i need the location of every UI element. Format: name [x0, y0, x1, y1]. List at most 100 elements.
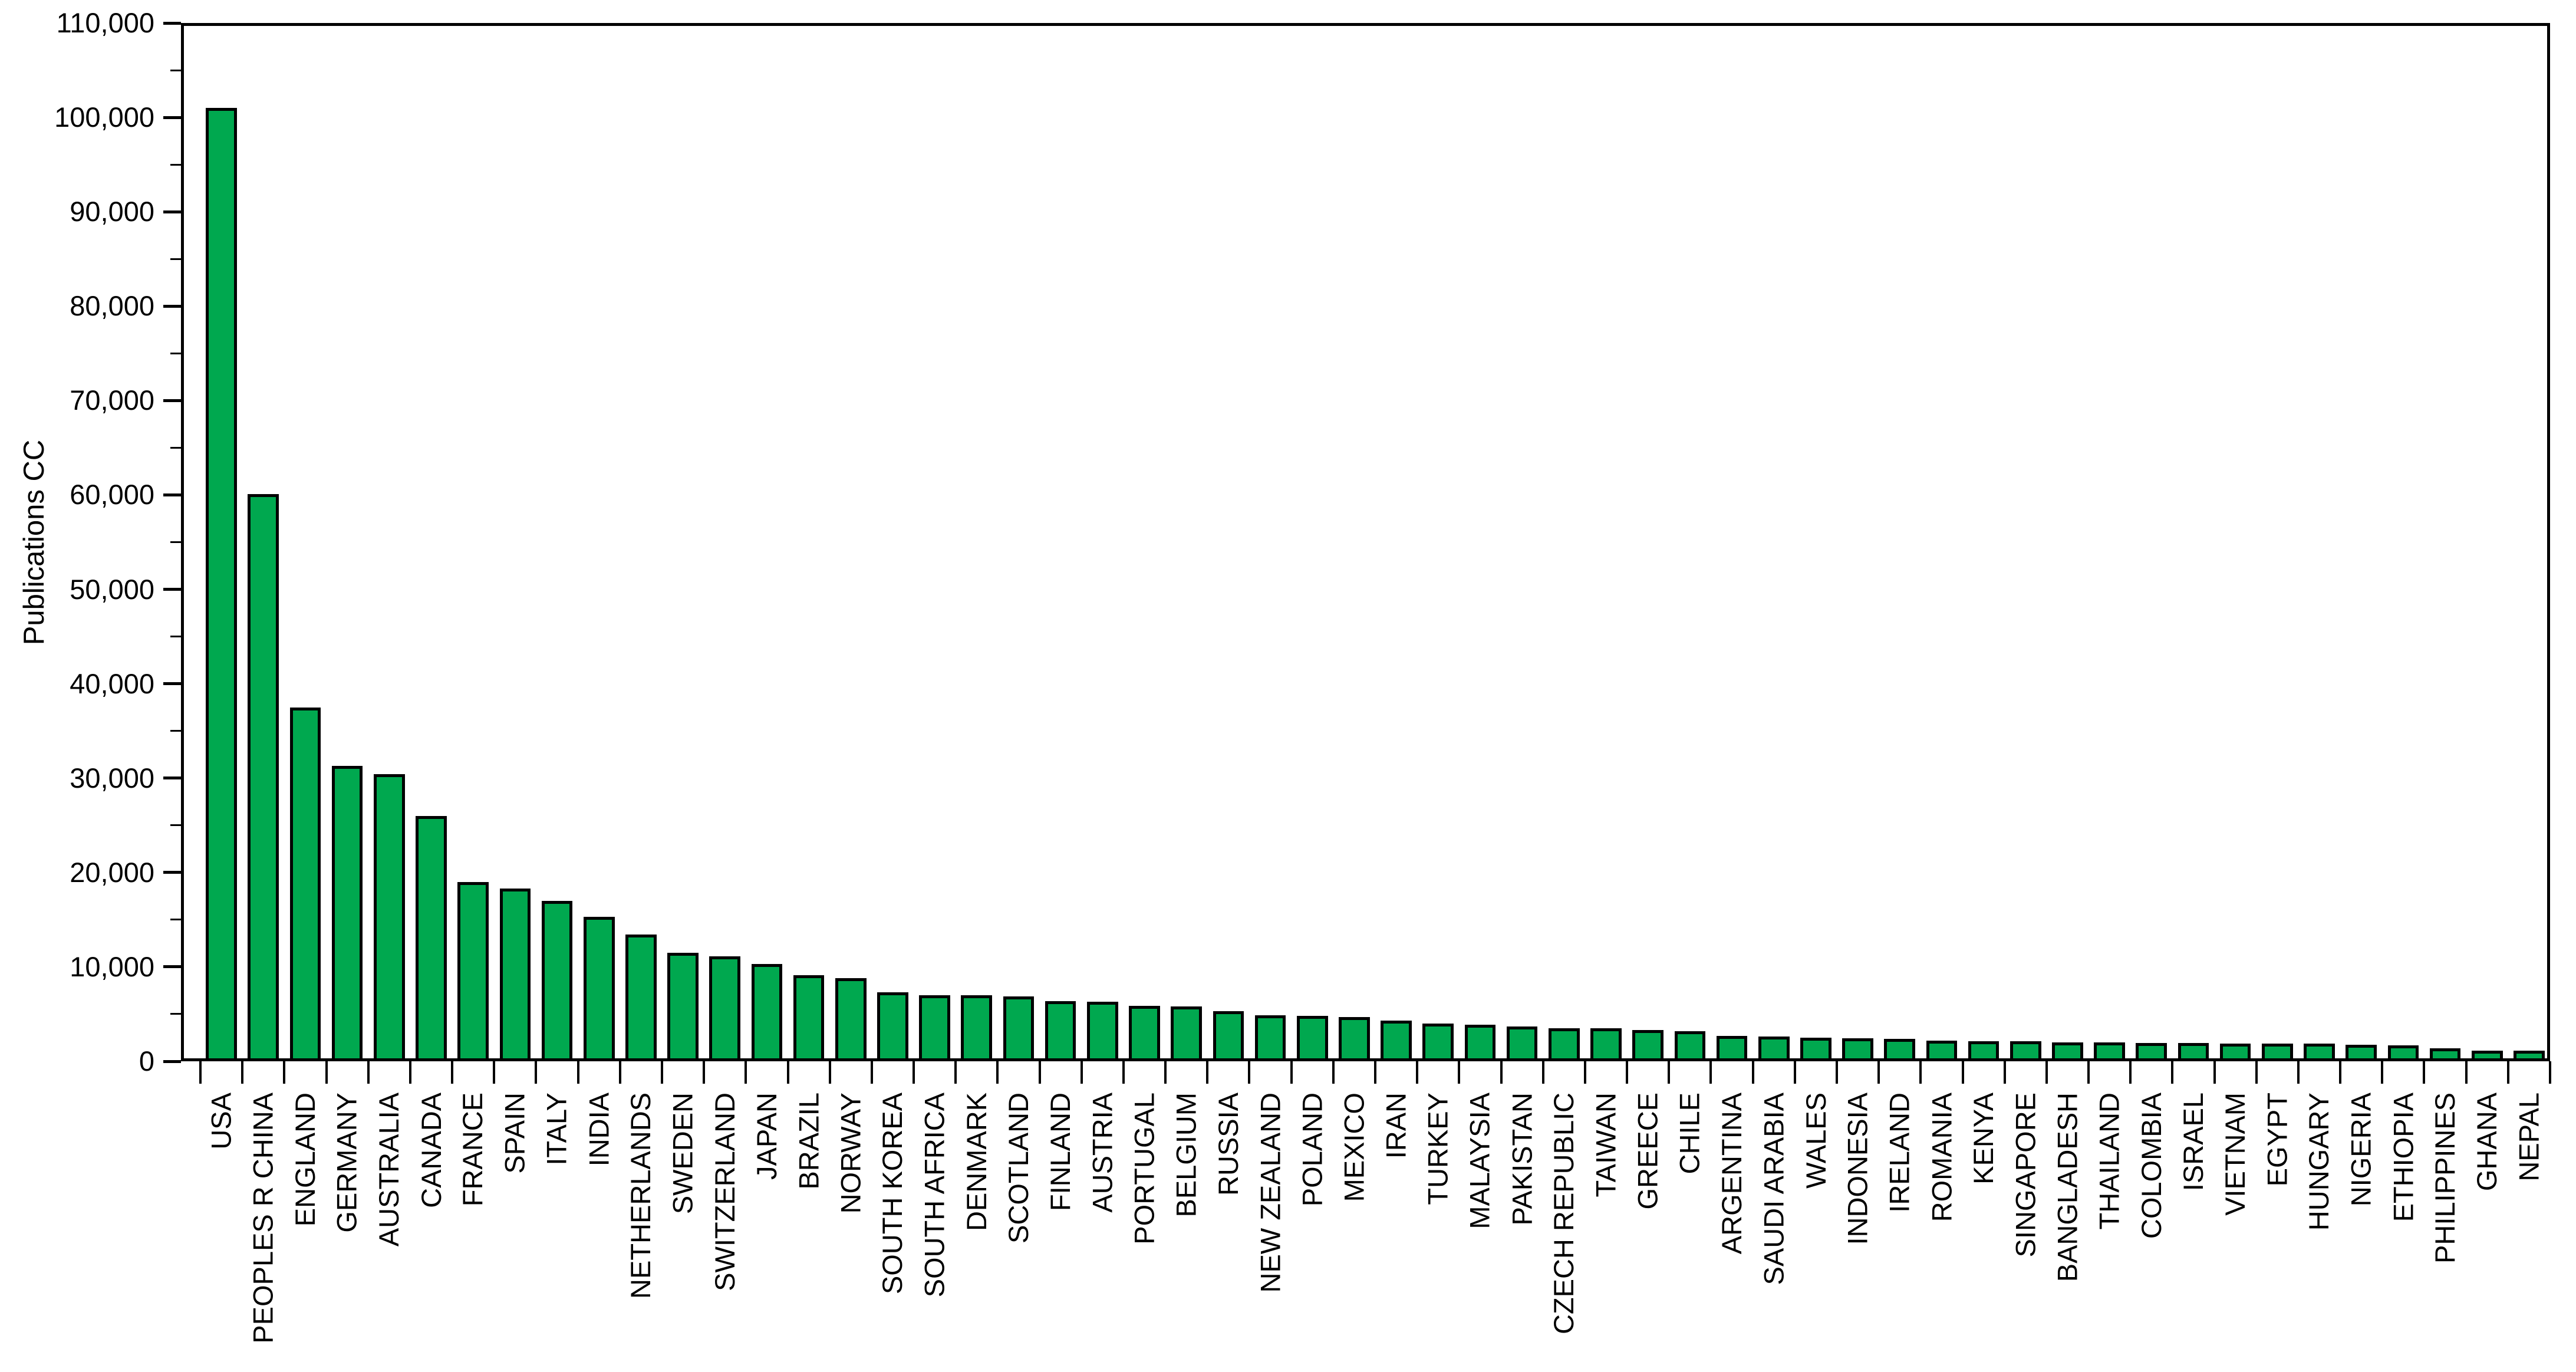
x-label-text: NIGERIA	[2345, 1093, 2377, 1207]
x-boundary-tick	[493, 1061, 496, 1084]
x-boundary-tick	[199, 1061, 202, 1084]
bar	[2514, 1051, 2545, 1061]
x-label-text: INDONESIA	[1842, 1093, 1873, 1245]
bar	[583, 917, 615, 1061]
x-boundary-tick	[1080, 1061, 1083, 1084]
x-label-text: USA	[205, 1093, 237, 1150]
x-boundary-tick	[1835, 1061, 1838, 1084]
bar	[1422, 1023, 1454, 1061]
bar	[919, 995, 950, 1061]
x-label-text: MEXICO	[1338, 1093, 1370, 1202]
bar	[289, 707, 321, 1061]
y-tick-label: 40,000	[70, 667, 154, 699]
x-label-text: SWITZERLAND	[709, 1093, 740, 1291]
x-boundary-tick	[1919, 1061, 1922, 1084]
y-tick-label: 30,000	[70, 762, 154, 794]
x-label-text: SCOTLAND	[1002, 1093, 1034, 1243]
y-minor-tick	[170, 163, 181, 166]
y-tick-label: 50,000	[70, 573, 154, 605]
x-boundary-tick	[1206, 1061, 1209, 1084]
bar	[1968, 1041, 1999, 1061]
y-minor-tick	[170, 69, 181, 71]
x-boundary-tick	[1122, 1061, 1125, 1084]
x-label-text: GREECE	[1632, 1093, 1663, 1210]
bar	[835, 978, 867, 1061]
y-major-tick	[163, 871, 181, 874]
y-minor-tick	[170, 824, 181, 827]
x-label-text: RUSSIA	[1212, 1093, 1244, 1196]
bar	[541, 900, 573, 1061]
x-label-text: TAIWAN	[1590, 1093, 1622, 1197]
x-boundary-tick	[870, 1061, 873, 1084]
x-label-text: AUSTRIA	[1086, 1093, 1118, 1213]
x-label-text: THAILAND	[2093, 1093, 2125, 1230]
x-label-text: NEPAL	[2513, 1093, 2545, 1182]
bar	[1800, 1037, 1831, 1061]
y-minor-tick	[170, 541, 181, 543]
x-boundary-tick	[1290, 1061, 1293, 1084]
bar	[1213, 1011, 1244, 1061]
x-label-text: BELGIUM	[1170, 1093, 1202, 1218]
bar	[2387, 1045, 2419, 1061]
y-tick-label: 20,000	[70, 856, 154, 888]
x-boundary-tick	[1164, 1061, 1167, 1084]
x-boundary-tick	[913, 1061, 915, 1084]
bar	[2304, 1044, 2335, 1061]
bar	[1464, 1024, 1496, 1061]
x-label-text: BRAZIL	[793, 1093, 825, 1190]
x-label-text: HUNGARY	[2303, 1093, 2335, 1231]
y-major-tick	[163, 965, 181, 969]
x-boundary-tick	[1668, 1061, 1671, 1084]
x-label-text: SWEDEN	[667, 1093, 699, 1215]
x-label-text: BANGLADESH	[2051, 1093, 2083, 1282]
x-label-text: SPAIN	[499, 1093, 531, 1174]
x-boundary-tick	[703, 1061, 706, 1084]
bar	[1381, 1021, 1412, 1061]
x-label-text: ROMANIA	[1925, 1093, 1957, 1222]
bar	[457, 881, 489, 1061]
x-label-text: ARGENTINA	[1716, 1093, 1748, 1255]
bar	[1548, 1028, 1580, 1061]
x-boundary-tick	[577, 1061, 579, 1084]
x-boundary-tick	[1038, 1061, 1041, 1084]
x-boundary-tick	[1877, 1061, 1880, 1084]
bar	[2262, 1043, 2293, 1061]
x-label-text: SOUTH KOREA	[877, 1093, 908, 1295]
bar	[1758, 1037, 1790, 1061]
x-label-text: DENMARK	[960, 1093, 992, 1232]
x-boundary-tick	[1626, 1061, 1629, 1084]
x-boundary-tick	[2381, 1061, 2384, 1084]
x-label-text: NETHERLANDS	[625, 1093, 657, 1299]
x-boundary-tick	[2129, 1061, 2132, 1084]
bar	[1506, 1026, 1538, 1061]
x-label-text: TURKEY	[1422, 1093, 1454, 1205]
y-minor-tick	[170, 258, 181, 260]
bar	[1171, 1006, 1203, 1061]
x-boundary-tick	[1961, 1061, 1964, 1084]
x-boundary-tick	[2087, 1061, 2090, 1084]
bar	[248, 493, 279, 1061]
x-boundary-tick	[1374, 1061, 1376, 1084]
x-label-text: ETHIOPIA	[2387, 1093, 2419, 1222]
x-label-text: SINGAPORE	[2010, 1093, 2041, 1258]
x-label-text: ITALY	[541, 1093, 573, 1166]
x-boundary-tick	[1541, 1061, 1544, 1084]
y-major-tick	[163, 399, 181, 402]
x-label-text: POLAND	[1296, 1093, 1328, 1207]
x-boundary-tick	[954, 1061, 957, 1084]
x-label-text: CHILE	[1674, 1093, 1705, 1174]
x-label-text: INDIA	[583, 1093, 615, 1167]
x-boundary-tick	[2339, 1061, 2342, 1084]
x-label-text: CZECH REPUBLIC	[1548, 1093, 1580, 1335]
y-tick-label: 10,000	[70, 950, 154, 982]
bar	[2052, 1042, 2083, 1061]
x-label-text: AUSTRALIA	[373, 1093, 405, 1247]
bar	[1632, 1030, 1663, 1061]
x-boundary-tick	[1709, 1061, 1712, 1084]
bar	[1716, 1035, 1748, 1061]
x-label-text: PAKISTAN	[1506, 1093, 1538, 1226]
bar	[709, 956, 741, 1061]
x-boundary-tick	[2297, 1061, 2300, 1084]
bar	[1045, 1001, 1076, 1061]
